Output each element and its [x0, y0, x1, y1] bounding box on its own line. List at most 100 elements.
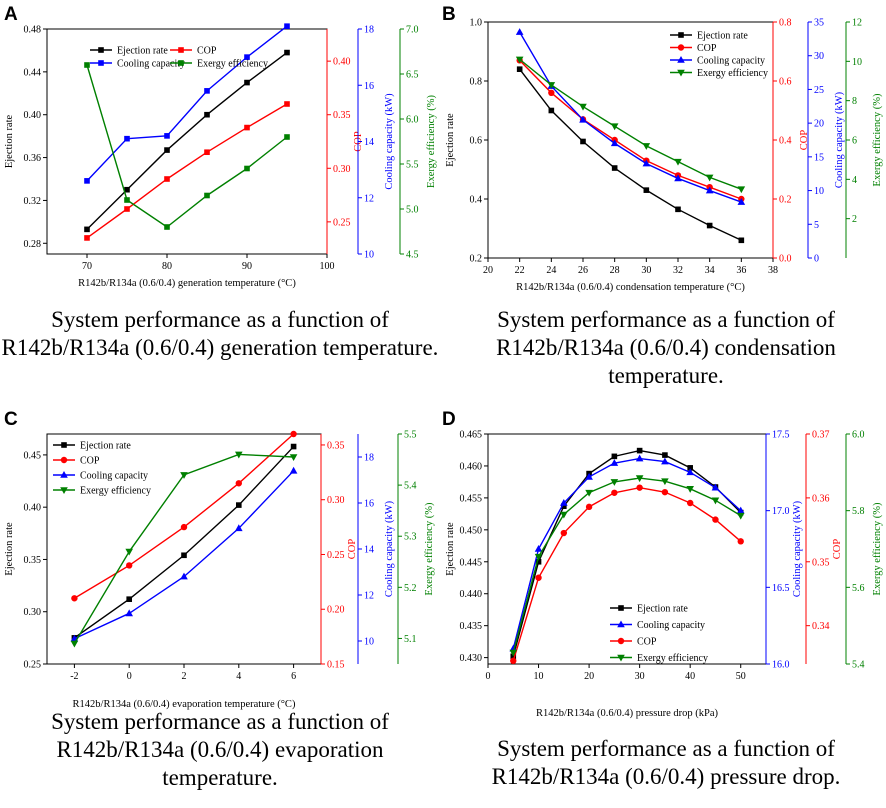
caption-d: System performance as a function of R142…: [491, 736, 841, 789]
series-exergy-efficiency: [70, 451, 298, 648]
series-line: [86, 103, 288, 239]
legend: Ejection rate COP Cooling capacity Exergy e…: [53, 441, 151, 497]
x-tick-label: 80: [162, 261, 172, 272]
x-tick-label: 22: [515, 265, 525, 276]
legend-label: Cooling capacity: [637, 620, 705, 631]
data-point: [642, 143, 651, 150]
y-tick-label: 6.5: [406, 70, 419, 81]
series-line: [519, 31, 742, 203]
x-tick-label: 10: [534, 671, 544, 682]
y-axis-3: 4.5 5.0 5.5 6.0 6.5 7.0 Exergy efficiency (%): [399, 25, 437, 261]
y-tick-label: 0.30: [327, 495, 345, 506]
x-tick-label: 100: [320, 261, 335, 272]
data-point: [164, 224, 170, 230]
data-point: [548, 89, 555, 97]
legend-label: Ejection rate: [697, 31, 748, 42]
x-tick-label: 30: [641, 265, 651, 276]
legend-item: COP: [670, 43, 717, 54]
x-tick-label: 24: [546, 265, 556, 276]
data-point: [643, 187, 650, 193]
series-line: [86, 25, 288, 182]
data-point: [244, 165, 250, 172]
legend-label: Cooling capacity: [117, 59, 185, 70]
data-point: [516, 66, 523, 72]
y-tick-label: 0.37: [812, 430, 830, 441]
data-point: [289, 454, 298, 461]
chart-panel-c: C -2 0 2 4 6 R142b/R134a (0.6/0.4) evaporation…: [4, 409, 435, 710]
data-point: [611, 453, 618, 460]
y-tick-label: 0.455: [460, 493, 483, 504]
series-ejection-rate: [84, 49, 290, 233]
data-point: [84, 178, 90, 184]
y-tick-label: 5.6: [852, 583, 865, 594]
x-tick-label: 0: [486, 671, 491, 682]
y-tick-label: 0.0: [779, 254, 792, 265]
y-axis-2: 10 12 14 16 18 Cooling capacity (kW): [357, 25, 395, 261]
y-tick-label: 8: [852, 96, 857, 107]
y-tick-label: 0.6: [779, 77, 792, 88]
x-tick-label: 20: [483, 265, 493, 276]
x-tick-label: 4: [236, 671, 241, 682]
y-tick-label: 0.25: [327, 550, 345, 561]
y-tick-label: 0.15: [327, 660, 345, 671]
y-axis-1: 0.0 0.2 0.4 0.6 0.8 COP: [772, 18, 810, 265]
y-tick-label: 0.30: [24, 607, 42, 618]
series-line: [512, 449, 742, 657]
legend: Ejection rate COP Cooling capacity Exergy e…: [90, 46, 268, 70]
legend-marker: [677, 44, 685, 51]
y-tick-label: 0.440: [460, 589, 483, 600]
data-point: [534, 545, 543, 552]
data-point: [290, 430, 297, 438]
data-point: [124, 135, 130, 142]
legend-marker: [178, 60, 184, 66]
data-point: [579, 115, 587, 123]
y-tick-label: 0.36: [24, 153, 42, 164]
x-tick-label: -2: [70, 671, 78, 682]
y-tick-label: 5.5: [404, 430, 417, 441]
legend-marker: [60, 456, 68, 464]
data-point: [737, 538, 744, 545]
series-ejection-rate: [516, 66, 745, 244]
x-tick-label: 30: [635, 671, 645, 682]
y-tick-label: 0.35: [333, 110, 351, 121]
data-point: [290, 443, 297, 450]
data-point: [736, 506, 745, 514]
data-point: [84, 235, 90, 241]
caption-b: System performance as a function of R142…: [496, 307, 836, 388]
series-exergy-efficiency: [515, 56, 746, 194]
data-point: [180, 572, 188, 580]
y-tick-label: 5.2: [404, 583, 417, 594]
data-point: [674, 158, 682, 166]
data-point: [610, 459, 619, 466]
data-point: [610, 479, 619, 486]
data-point: [180, 523, 188, 531]
y-tick-label: 0.32: [24, 196, 42, 207]
data-point: [71, 595, 78, 602]
series-line: [519, 58, 742, 190]
series-cooling-capacity: [509, 454, 745, 652]
data-point: [662, 452, 668, 458]
x-axis-label: R142b/R134a (0.6/0.4) condensation tempe…: [516, 282, 745, 293]
data-point: [585, 472, 593, 480]
y-tick-label: 0.40: [24, 503, 42, 514]
y-tick-label: 16: [364, 499, 374, 510]
y-tick-label: 0.20: [327, 605, 345, 616]
y-tick-label: 0.40: [24, 110, 42, 121]
y-tick-label: 0.6: [470, 136, 483, 147]
y-tick-label: 14: [364, 545, 374, 556]
data-point: [124, 206, 130, 212]
y-tick-label: 18: [364, 453, 374, 464]
data-point: [515, 28, 524, 35]
legend-item: COP: [610, 637, 657, 648]
y-axis-label: Ejection rate: [445, 522, 456, 576]
y-axis-label: Cooling capacity (kW): [384, 500, 395, 597]
x-tick-label: 70: [82, 261, 92, 272]
data-point: [181, 552, 187, 559]
data-point: [164, 176, 170, 182]
data-point: [686, 486, 694, 493]
y-tick-label: 0.460: [460, 461, 483, 472]
data-point: [674, 174, 682, 182]
y-tick-label: 20: [814, 119, 824, 130]
data-point: [611, 165, 618, 171]
